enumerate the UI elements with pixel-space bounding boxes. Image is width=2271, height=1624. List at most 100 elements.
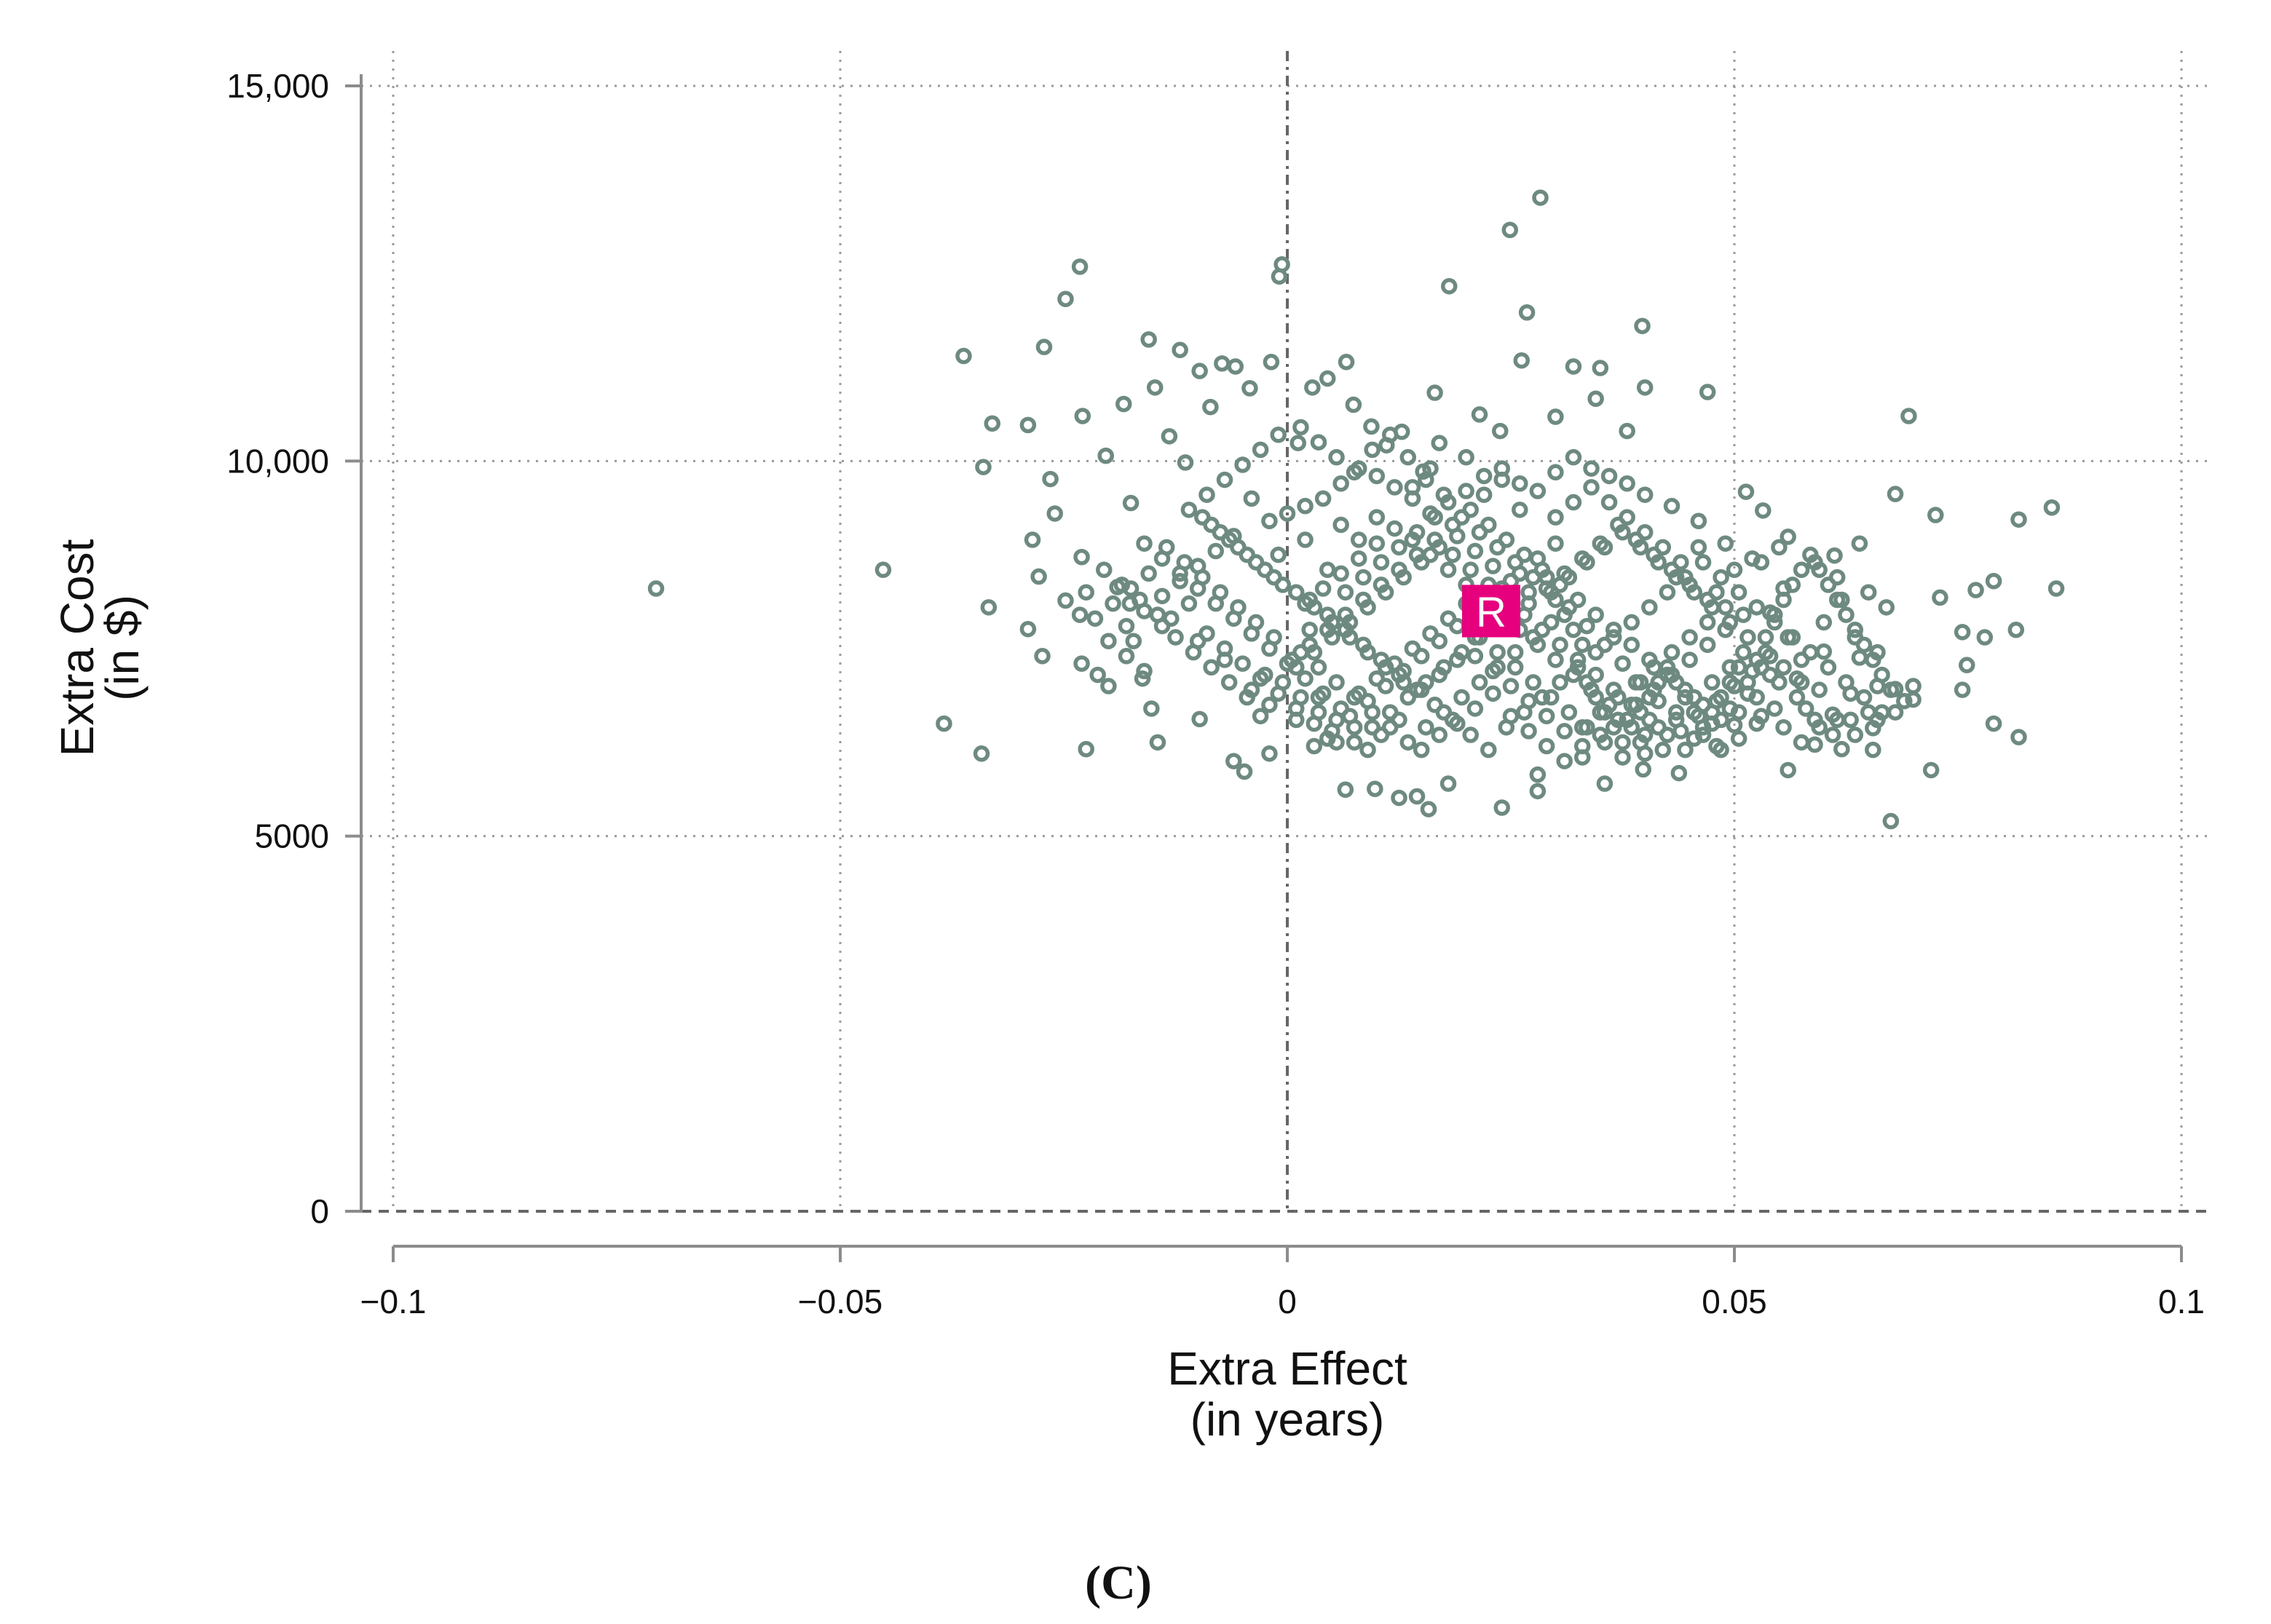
scatter-point — [1502, 678, 1520, 694]
scatter-point — [1493, 471, 1510, 488]
scatter-point — [1089, 666, 1106, 684]
scatter-point — [1583, 479, 1600, 496]
scatter-point — [1560, 569, 1578, 586]
scatter-point — [1654, 741, 1672, 758]
scatter-point — [1761, 666, 1779, 684]
scatter-point — [1766, 606, 1783, 623]
scatter-point — [1263, 354, 1280, 371]
scatter-point — [1350, 685, 1367, 702]
scatter-point — [1391, 539, 1407, 556]
scatter-point — [1381, 704, 1399, 721]
scatter-point — [1337, 584, 1354, 601]
scatter-point — [1641, 689, 1658, 706]
scatter-point — [2010, 511, 2027, 528]
scatter-point — [1471, 523, 1488, 541]
scatter-point — [1408, 523, 1426, 541]
x-axis-title-line2: (in years) — [1190, 1393, 1385, 1446]
scatter-point — [1650, 674, 1667, 691]
scatter-point — [1367, 780, 1383, 797]
scatter-point — [1177, 454, 1194, 471]
scatter-point — [1475, 486, 1493, 503]
scatter-point — [1314, 580, 1332, 597]
scatter-point — [1283, 651, 1300, 668]
scatter-point — [1954, 624, 1971, 641]
scatter-point — [1386, 479, 1403, 496]
scatter-point — [1288, 711, 1305, 729]
panel-label: (C) — [1085, 1556, 1152, 1609]
scatter-point — [1100, 633, 1117, 649]
scatter-point — [1619, 509, 1635, 526]
scatter-point — [1105, 595, 1121, 612]
scatter-point — [1341, 629, 1359, 646]
scatter-point — [1587, 643, 1604, 661]
scatter-point — [1324, 614, 1340, 631]
scatter-point — [1185, 643, 1202, 661]
scatter-point — [1328, 674, 1345, 691]
scatter-point — [936, 715, 952, 732]
scatter-point — [1623, 636, 1640, 654]
scatter-point — [973, 745, 990, 762]
scatter-point — [1073, 655, 1090, 672]
scatter-point — [1115, 395, 1132, 413]
scatter-point — [1547, 535, 1564, 552]
scatter-point — [1153, 550, 1171, 567]
scatter-point — [1860, 584, 1877, 601]
panel-label-close: ) — [1136, 1556, 1152, 1609]
scatter-point — [1755, 502, 1772, 519]
scatter-point — [1619, 475, 1635, 492]
scatter-point — [1587, 606, 1604, 623]
scatter-point — [1134, 670, 1151, 687]
x-ticks: −0.1 −0.05 0 0.05 0.1 — [360, 1246, 2205, 1320]
scatter-point — [1243, 625, 1260, 642]
scatter-point — [1704, 674, 1721, 691]
scatter-point — [1573, 737, 1591, 755]
scatter-point — [1337, 781, 1354, 799]
scatter-point — [1131, 591, 1148, 609]
scatter-point — [1355, 591, 1372, 609]
scatter-point — [1547, 408, 1564, 425]
scatter-point — [1471, 674, 1488, 691]
scatter-point — [1359, 741, 1376, 758]
scatter-point — [1153, 587, 1171, 605]
scatter-point — [1306, 737, 1323, 755]
scatter-point — [1149, 734, 1166, 751]
scatter-point — [1350, 550, 1367, 567]
scatter-point — [1627, 674, 1645, 691]
scatter-point — [1605, 621, 1622, 638]
scatter-point — [1721, 674, 1739, 691]
scatter-point — [1730, 659, 1747, 676]
scatter-point — [1418, 718, 1434, 736]
scatter-point — [1713, 569, 1729, 586]
scatter-point — [1887, 704, 1904, 721]
scatter-point — [1493, 799, 1510, 816]
scatter-point — [1122, 494, 1140, 512]
scatter-point — [1147, 379, 1164, 396]
scatter-point — [1471, 406, 1488, 423]
scatter-point — [980, 599, 998, 616]
scatter-point — [1035, 338, 1053, 355]
scatter-point — [1771, 539, 1788, 556]
scatter-point — [1475, 467, 1493, 485]
scatter-point — [1118, 617, 1135, 635]
scatter-point — [1306, 599, 1323, 616]
scatter-point — [1699, 614, 1716, 631]
scatter-point — [1019, 620, 1037, 638]
scatter-point — [1441, 277, 1458, 295]
scatter-point — [1811, 718, 1828, 736]
scatter-point — [1828, 711, 1846, 729]
scatter-point — [1838, 606, 1855, 623]
scatter-point — [1538, 737, 1555, 755]
scatter-point — [1632, 539, 1649, 556]
scatter-point — [1569, 659, 1587, 676]
scatter-point — [1882, 681, 1900, 698]
scatter-point — [1592, 360, 1609, 376]
scatter-point — [1377, 659, 1394, 676]
scatter-point — [1690, 539, 1707, 556]
scatter-point — [1404, 479, 1421, 496]
scatter-point — [1532, 189, 1549, 206]
scatter-point — [1191, 710, 1208, 728]
scatter-point — [1775, 718, 1792, 736]
scatter-point — [1529, 766, 1547, 783]
scatter-point — [1614, 749, 1631, 766]
scatter-point — [1328, 711, 1345, 729]
